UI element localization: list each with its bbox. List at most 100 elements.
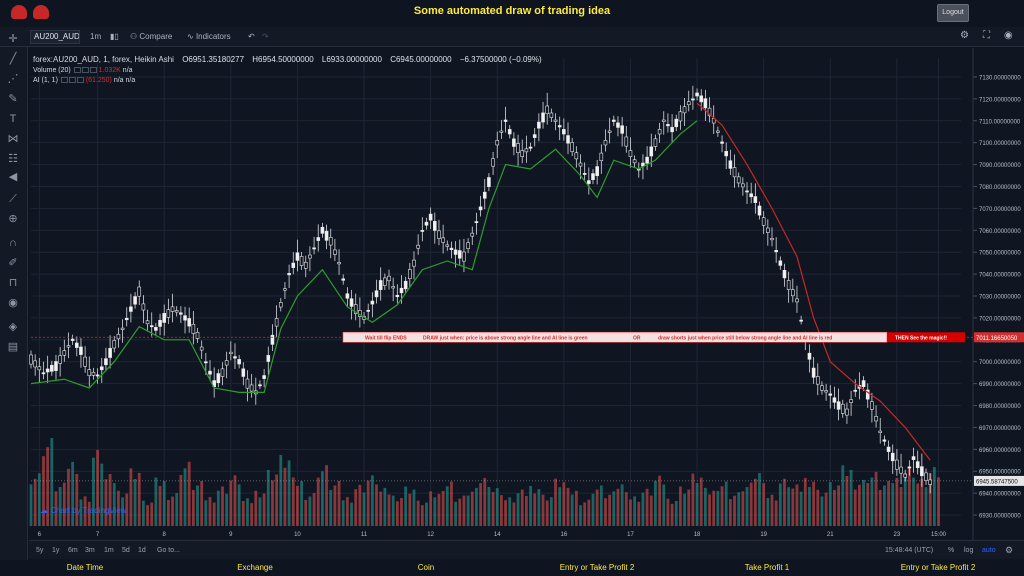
timeframe-1y[interactable]: 1y <box>52 547 60 554</box>
volume-bar <box>608 494 612 526</box>
candle-body <box>595 166 599 177</box>
scale-settings-icon[interactable]: ⚙ <box>1005 545 1014 555</box>
candle-body <box>441 237 445 243</box>
eye-toggle-icon[interactable] <box>60 77 68 84</box>
pattern-icon[interactable]: ⋈ <box>7 133 19 145</box>
timeframe-6m[interactable]: 6m <box>68 547 78 554</box>
lock-drawing-icon[interactable]: ✐ <box>8 257 18 269</box>
ai-line-red <box>696 102 931 461</box>
volume-label[interactable]: Volume (20) <box>33 67 71 74</box>
settings-mini-icon[interactable] <box>81 67 89 74</box>
candle-body <box>890 452 895 462</box>
eye-toggle-icon[interactable] <box>73 67 81 74</box>
brush-icon[interactable]: ✎ <box>8 93 18 105</box>
percent-toggle[interactable]: % <box>948 547 955 554</box>
volume-bar <box>795 484 799 526</box>
candle-body <box>241 368 246 377</box>
candle-body <box>349 298 354 307</box>
candle-body <box>703 98 708 109</box>
candle-body <box>74 342 79 348</box>
pitchfork-icon[interactable]: ⋰ <box>7 73 19 85</box>
volume-bar <box>146 505 149 526</box>
arrow-left-icon[interactable]: ◀ <box>8 171 18 183</box>
trend-line-icon[interactable]: ╱ <box>9 53 17 65</box>
log-toggle[interactable]: log <box>964 547 974 554</box>
volume-bar <box>350 502 353 526</box>
volume-bar <box>845 475 849 526</box>
volume-bar <box>728 499 732 526</box>
redo-icon[interactable]: ↷ <box>262 32 269 41</box>
tradingview-attribution[interactable]: ☁ Chart by TradingView <box>40 506 127 515</box>
timeframe-3m[interactable]: 3m <box>85 547 95 554</box>
candle-body <box>757 205 762 216</box>
indicators-button[interactable]: ∿ Indicators <box>187 32 231 41</box>
crosshair-icon[interactable]: ✛ <box>8 33 18 45</box>
volume-bar <box>366 480 370 526</box>
volume-bar <box>262 493 266 526</box>
layers-icon[interactable]: ◈ <box>8 321 18 333</box>
volume-bar <box>745 487 749 526</box>
eye-icon[interactable]: ◉ <box>8 297 18 309</box>
symbol-search-input[interactable]: AU200_AUD <box>30 30 80 44</box>
candle-body <box>328 237 333 246</box>
trash-icon[interactable]: ▤ <box>7 341 19 353</box>
auto-toggle[interactable]: auto <box>982 547 996 554</box>
volume-bar <box>316 477 320 526</box>
volume-bar <box>337 480 341 526</box>
candle-body <box>878 430 883 433</box>
lock-icon[interactable]: ⊓ <box>8 277 18 289</box>
volume-bar <box>587 499 591 526</box>
volume-bar <box>599 485 603 526</box>
timeframe-1m[interactable]: 1m <box>104 547 114 554</box>
candle-body <box>541 112 545 123</box>
zoom-icon[interactable]: ⊕ <box>8 213 18 225</box>
close-mini-icon[interactable] <box>89 67 97 74</box>
magnet-icon[interactable]: ∩ <box>9 237 17 249</box>
chart-type-icon[interactable]: ▮▯ <box>110 32 119 41</box>
volume-bar <box>283 467 287 526</box>
candle-body <box>840 403 845 414</box>
timeframe-1d[interactable]: 1d <box>138 547 146 554</box>
volume-bar <box>770 494 774 526</box>
candle-body <box>137 286 142 297</box>
timeframe-5d[interactable]: 5d <box>122 547 130 554</box>
fullscreen-icon[interactable]: ⛶ <box>983 30 990 41</box>
goto-button[interactable]: Go to... <box>157 547 180 554</box>
undo-icon[interactable]: ↶ <box>248 32 255 41</box>
timeframe-5y[interactable]: 5y <box>36 547 44 554</box>
interval-selector[interactable]: 1m <box>90 32 102 41</box>
candle-body <box>624 136 629 147</box>
candle-body <box>495 140 500 146</box>
volume-bar <box>687 489 691 526</box>
candle-body <box>233 356 237 359</box>
price-chart[interactable]: 7130.00000000 7120.00000000 7110.00000000 7… <box>29 48 1024 540</box>
settings-icon[interactable]: ⚙ <box>960 30 969 41</box>
settings-mini-icon[interactable] <box>68 77 76 84</box>
price-tick-label: 7050.00000000 <box>979 251 1021 257</box>
chart-area[interactable]: 7130.00000000 7120.00000000 7110.00000000 7… <box>29 48 1024 540</box>
candle-body <box>691 98 695 101</box>
logo-icon <box>11 5 27 19</box>
logout-button[interactable]: Logout <box>937 4 969 22</box>
series-title[interactable]: forex:AU200_AUD, 1, forex, Heikin Ashi <box>33 55 174 64</box>
volume-bar <box>445 486 449 526</box>
text-icon[interactable]: T <box>9 113 17 125</box>
price-tick-label: 6990.00000000 <box>979 382 1021 388</box>
footer-entry-tp2-second: Entry or Take Profit 2 <box>900 563 976 572</box>
candle-body <box>836 401 841 410</box>
ruler-icon[interactable]: ⟋ <box>9 193 17 205</box>
volume-bar <box>466 495 470 526</box>
low-value: L6933.00000000 <box>321 55 382 64</box>
volume-bar <box>241 501 245 526</box>
volume-bar <box>325 465 328 526</box>
volume-bar <box>508 497 512 526</box>
camera-icon[interactable]: ◉ <box>1004 30 1013 41</box>
volume-bar <box>370 475 374 526</box>
fib-icon[interactable]: ☷ <box>8 153 18 165</box>
ai-label[interactable]: AI (1, 1) <box>33 77 58 84</box>
compare-button[interactable]: ⚇ Compare <box>130 32 172 41</box>
volume-bar <box>329 489 333 526</box>
volume-bar <box>50 438 54 526</box>
candle-body <box>516 143 520 154</box>
close-mini-icon[interactable] <box>76 77 84 84</box>
